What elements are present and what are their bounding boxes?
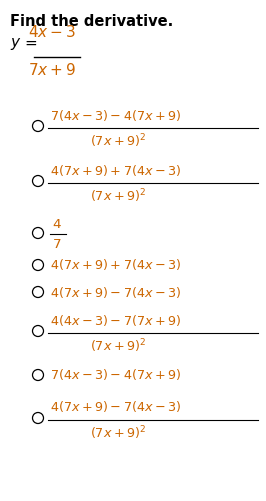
Text: $4(7x+9)-7(4x-3)$: $4(7x+9)-7(4x-3)$ (50, 285, 181, 300)
Text: $4(7x+9)-7(4x-3)$: $4(7x+9)-7(4x-3)$ (50, 399, 181, 414)
Text: $4(7x+9)+7(4x-3)$: $4(7x+9)+7(4x-3)$ (50, 258, 181, 273)
Text: $=$: $=$ (22, 36, 38, 50)
Text: $4(4x-3)-7(7x+9)$: $4(4x-3)-7(7x+9)$ (50, 313, 181, 328)
Text: $(7x+9)^{2}$: $(7x+9)^{2}$ (90, 187, 146, 205)
Text: $4x-3$: $4x-3$ (28, 24, 76, 40)
Text: $4$: $4$ (52, 218, 62, 231)
Text: $(7x+9)^{2}$: $(7x+9)^{2}$ (90, 337, 146, 355)
Text: $4(7x+9)+7(4x-3)$: $4(7x+9)+7(4x-3)$ (50, 162, 181, 177)
Text: $7(4x-3)-4(7x+9)$: $7(4x-3)-4(7x+9)$ (50, 108, 181, 123)
Text: $7(4x-3)-4(7x+9)$: $7(4x-3)-4(7x+9)$ (50, 368, 181, 382)
Text: $(7x+9)^{2}$: $(7x+9)^{2}$ (90, 424, 146, 442)
Text: $(7x+9)^{2}$: $(7x+9)^{2}$ (90, 132, 146, 150)
Text: $7x+9$: $7x+9$ (28, 62, 76, 78)
Text: $7$: $7$ (52, 237, 61, 250)
Text: $y$: $y$ (10, 36, 22, 52)
Text: Find the derivative.: Find the derivative. (10, 14, 173, 29)
